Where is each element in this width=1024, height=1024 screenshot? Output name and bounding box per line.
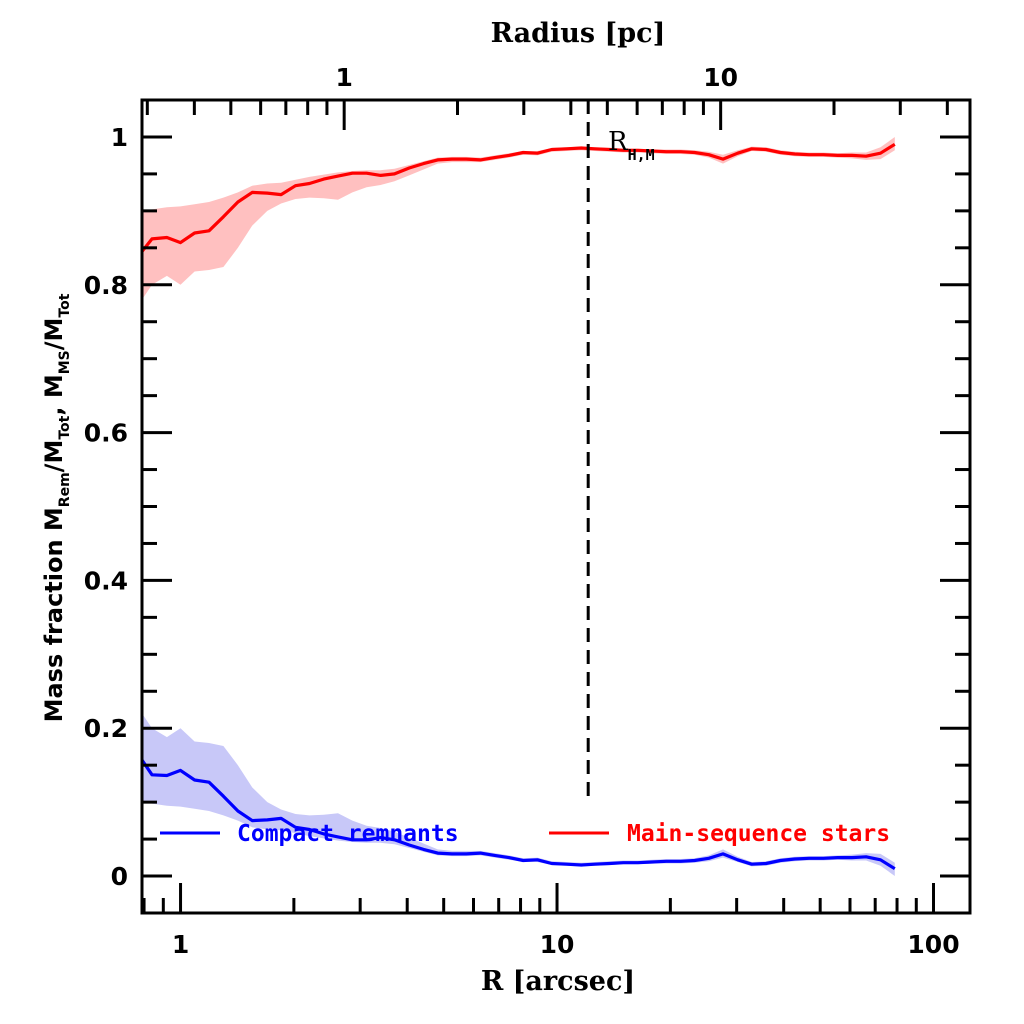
y-label-part: , M (40, 374, 68, 415)
x-axis-label: R [arcsec] (481, 966, 635, 997)
y-label-sub: Rem (57, 472, 73, 507)
y-label-sub: Tot (57, 293, 73, 317)
x-tick-label: 10 (540, 930, 575, 959)
y-tick-label: 0.8 (84, 271, 128, 300)
y-tick-label: 0.2 (84, 714, 128, 743)
plot-border (140, 98, 972, 915)
legend-label-compact-remnants: Compact remnants (237, 821, 459, 847)
y-label-sub: MS (57, 350, 73, 374)
y-tick-label: 0.6 (84, 419, 128, 448)
axis-ticks (142, 98, 970, 915)
top-x-tick-label: 10 (703, 63, 738, 92)
y-tick-label: 0.4 (84, 566, 128, 595)
y-tick-label: 0 (111, 862, 128, 891)
top-x-axis-label: Radius [pc] (491, 18, 666, 49)
legend: Compact remnants Main-sequence stars (160, 821, 890, 847)
series-lines (140, 142, 896, 871)
band-main-sequence-stars (142, 137, 895, 300)
x-tick-label: 100 (907, 930, 959, 959)
y-label-part: Mass fraction M (40, 507, 68, 722)
top-x-tick-label: 1 (335, 63, 352, 92)
annotation-sub: H,M (628, 146, 655, 164)
plot-frame (140, 98, 972, 915)
annotation-main: R (608, 127, 629, 157)
y-tick-label: 1 (111, 123, 128, 152)
x-tick-label: 1 (172, 930, 189, 959)
y-label-part: /M (40, 440, 68, 473)
y-label-sub: Tot (57, 415, 73, 439)
y-axis-label: Mass fraction MRem/MTot, MMS/MTot (40, 293, 73, 722)
line-main-sequence-stars (140, 142, 896, 253)
legend-label-main-sequence: Main-sequence stars (627, 821, 890, 847)
band-compact-remnants (142, 713, 895, 876)
half-mass-radius-label: RH,M (608, 127, 655, 164)
y-label-part: /M (40, 318, 68, 351)
uncertainty-bands (142, 137, 895, 876)
line-compact-remnants (140, 759, 896, 871)
